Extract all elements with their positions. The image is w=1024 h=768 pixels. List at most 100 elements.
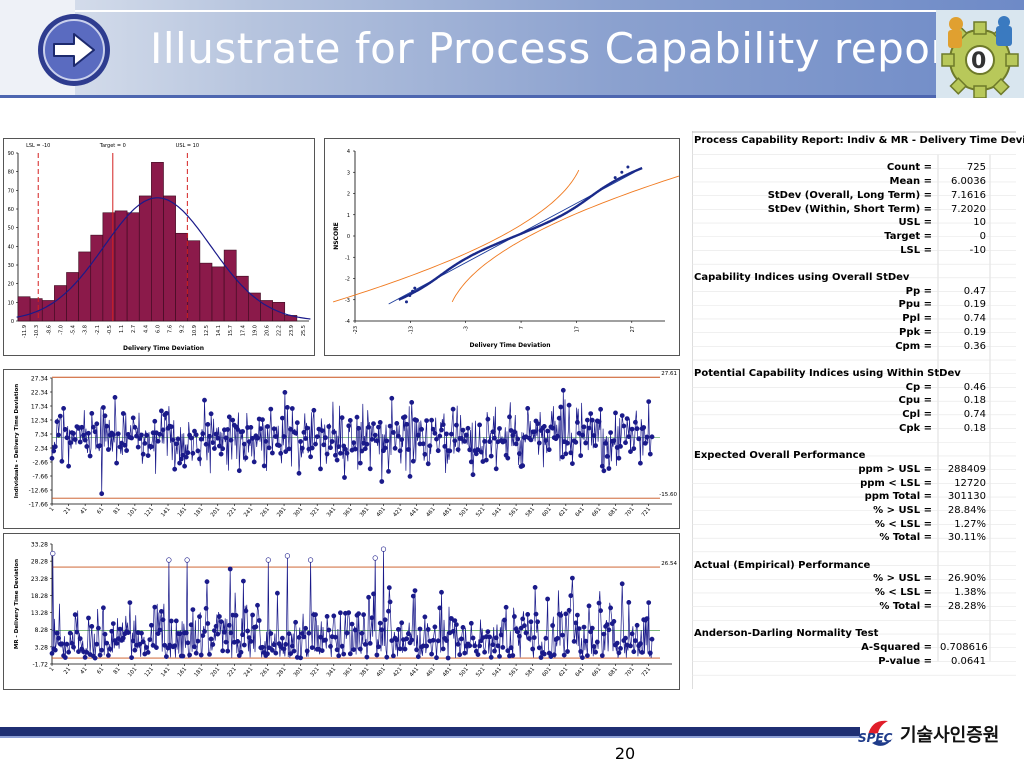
data-point — [545, 428, 550, 434]
data-point — [439, 427, 444, 433]
data-point — [647, 650, 653, 656]
data-point — [197, 614, 202, 619]
report-value: 0.47 — [963, 285, 986, 297]
data-point — [332, 452, 338, 458]
data-point — [298, 439, 303, 444]
y-tick-label: 80 — [8, 170, 14, 176]
data-point — [453, 622, 459, 627]
x-tick-label: 641 — [575, 506, 586, 518]
data-point — [425, 461, 431, 467]
report-row: StDev (Within, Short Term) = 7.2020 — [692, 203, 1016, 217]
data-point — [500, 645, 506, 650]
data-point — [81, 433, 86, 438]
data-point — [405, 631, 411, 637]
x-tick-label: 481 — [442, 506, 453, 518]
data-point — [276, 443, 282, 448]
x-tick-label: 161 — [177, 666, 188, 678]
data-point — [533, 611, 539, 617]
report-label: Ppl = — [902, 313, 932, 325]
report-row: % Total = 28.28% — [692, 600, 1016, 614]
x-tick-label: 381 — [359, 506, 370, 518]
data-point — [173, 441, 179, 447]
data-point — [155, 438, 161, 444]
data-point — [342, 446, 348, 452]
data-point — [92, 655, 98, 661]
data-point — [485, 629, 491, 635]
data-point — [493, 466, 499, 472]
report-value: 7.2020 — [951, 203, 986, 215]
data-point — [465, 425, 471, 431]
data-point — [649, 636, 655, 642]
data-point — [324, 614, 330, 619]
data-point — [379, 479, 385, 484]
header-top-line — [75, 10, 1024, 12]
data-point — [536, 440, 542, 446]
data-point — [434, 655, 439, 661]
data-point — [591, 644, 597, 649]
x-tick-label: 27 — [630, 326, 636, 332]
data-point — [372, 555, 378, 561]
data-point — [158, 408, 164, 414]
report-label: Pp = — [905, 285, 932, 297]
report-row: Cp = 0.46 — [692, 381, 1016, 395]
data-point — [397, 646, 403, 652]
data-points — [398, 166, 643, 301]
data-point — [634, 622, 640, 628]
x-tick-label: 461 — [425, 666, 436, 678]
data-point — [97, 652, 103, 658]
x-tick-label: 701 — [624, 666, 635, 678]
x-tick-label: 281 — [276, 506, 287, 518]
data-point — [593, 443, 598, 448]
x-tick-label: 221 — [227, 666, 238, 678]
x-tick-label: 141 — [160, 506, 171, 518]
x-tick-label: 661 — [591, 666, 602, 678]
data-point — [76, 649, 81, 654]
data-point — [235, 639, 240, 644]
data-point — [372, 432, 378, 438]
data-point — [566, 402, 572, 408]
data-point — [115, 431, 121, 437]
data-point — [271, 642, 277, 648]
data-point — [450, 406, 456, 412]
x-tick-label: 441 — [409, 666, 420, 678]
probability-plot-panel: -4 -3 -2 -1 0 1 2 3 4 -23 -13 -3 7 17 27 NSCORE Delivery… — [324, 138, 699, 356]
data-point — [520, 616, 526, 622]
data-point — [404, 421, 410, 427]
report-value: 28.28% — [947, 600, 986, 612]
y-tick-label: 17.34 — [31, 404, 48, 411]
data-point — [202, 397, 207, 403]
data-point — [50, 550, 56, 557]
data-point — [198, 436, 204, 442]
report-label: Cpm = — [895, 340, 932, 352]
histogram-bar — [175, 232, 189, 322]
data-point — [166, 557, 172, 563]
data-point — [198, 652, 204, 658]
data-point — [523, 630, 529, 636]
y-tick-label: 23.28 — [31, 576, 48, 583]
data-point — [94, 421, 100, 427]
data-point — [260, 417, 265, 423]
report-section-label: Expected Overall Performance — [694, 450, 866, 462]
y-tick-label: 0 — [11, 319, 14, 325]
data-point — [399, 620, 405, 626]
data-point — [188, 622, 194, 628]
data-point — [515, 629, 521, 635]
data-point — [184, 557, 190, 563]
data-point — [342, 475, 347, 480]
x-tick-label: 601 — [541, 506, 552, 518]
report-value: 0.19 — [963, 299, 986, 311]
data-point — [110, 432, 116, 438]
data-point — [306, 630, 312, 636]
x-tick-label: 361 — [343, 666, 354, 678]
data-point — [452, 438, 458, 444]
data-point — [513, 441, 519, 447]
data-point — [643, 440, 648, 446]
data-point — [376, 644, 381, 650]
data-point — [279, 635, 285, 641]
x-tick-label: 541 — [492, 506, 503, 518]
data-point — [283, 449, 289, 454]
data-point — [197, 456, 202, 462]
data-point — [233, 613, 239, 618]
data-point — [415, 432, 421, 438]
report-value: 0.46 — [963, 381, 986, 393]
